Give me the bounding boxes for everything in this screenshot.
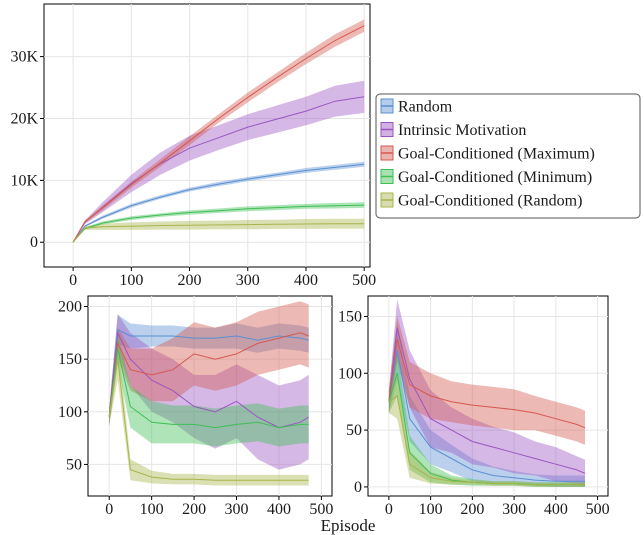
bottom-right-chart-xtick-label: 0	[385, 501, 393, 518]
bottom-right-chart-ticks: 0 100 200 300 400 500 0 50 100 150	[338, 308, 610, 518]
legend-label: Goal-Conditioned (Random)	[398, 193, 582, 210]
top-chart-ticks: 0 100 200 300 400 500 0 10K 20K 30K	[10, 49, 376, 289]
top-chart-band-1	[73, 80, 365, 243]
bottom-right-chart-ytick-label: 100	[338, 365, 362, 382]
bottom-right-chart-series-line-1	[388, 327, 586, 474]
bottom-left-chart: 0 100 200 300 400 500 50 100 150 200	[58, 295, 333, 518]
bottom-right-chart-series-line-4	[388, 395, 585, 486]
top-chart-band-2	[73, 19, 365, 243]
bottom-left-chart-series-line-4	[108, 359, 309, 481]
top-chart-xtick-label: 500	[352, 272, 376, 289]
legend-items: Random Intrinsic Motivation Goal-Condition…	[380, 98, 595, 210]
top-chart-ytick-label: 20K	[10, 110, 38, 127]
bottom-left-chart-band-1	[109, 313, 309, 470]
bottom-left-chart-lines	[108, 328, 309, 481]
bottom-right-chart-ytick-label: 50	[346, 422, 362, 439]
top-chart-lines	[72, 25, 365, 243]
bottom-right-chart-xtick-label: 100	[419, 501, 443, 518]
top-chart-grid	[44, 4, 370, 267]
bottom-left-chart-ytick-label: 100	[58, 404, 82, 421]
top-chart-series-line-4	[72, 223, 365, 243]
top-chart-frame	[43, 3, 371, 268]
top-chart-ytick-label: 10K	[10, 172, 38, 189]
bottom-left-chart-xtick-label: 200	[182, 501, 206, 518]
bottom-left-chart-frame	[87, 295, 333, 497]
legend-label: Goal-Conditioned (Maximum)	[398, 146, 595, 163]
bottom-right-chart-ytick-label: 150	[338, 308, 362, 325]
bottom-right-chart-band-0	[388, 322, 585, 487]
bottom-left-chart-xtick-label: 300	[225, 501, 249, 518]
legend-label: Goal-Conditioned (Minimum)	[398, 169, 592, 186]
top-chart-xtick-label: 100	[119, 272, 143, 289]
bottom-left-chart-xtick-label: 400	[267, 501, 291, 518]
bottom-left-chart-ticks: 0 100 200 300 400 500 50 100 150 200	[58, 299, 333, 518]
top-chart-series-line-2	[72, 25, 365, 243]
bottom-left-chart-series-line-2	[108, 332, 309, 418]
top-chart-ytick-label: 0	[30, 234, 38, 251]
bottom-right-chart-xtick-label: 300	[502, 501, 526, 518]
top-chart-series-line-0	[72, 163, 365, 243]
x-axis-label: Episode	[321, 516, 376, 535]
bottom-right-chart-grid	[368, 296, 608, 496]
bottom-right-chart-ytick-label: 0	[354, 479, 362, 496]
bottom-right-chart-band-1	[388, 299, 585, 487]
legend-label: Random	[398, 99, 453, 116]
bottom-left-chart-ytick-label: 50	[66, 456, 82, 473]
bottom-right-chart: 0 100 200 300 400 500 0 50 100 150	[338, 295, 610, 518]
bottom-right-chart-series-line-2	[388, 339, 586, 429]
bottom-right-chart-frame	[367, 295, 609, 497]
top-chart-xtick-label: 0	[69, 272, 77, 289]
top-chart-xtick-label: 200	[178, 272, 202, 289]
bottom-left-chart-ytick-label: 150	[58, 351, 82, 368]
legend: Random Intrinsic Motivation Goal-Condition…	[375, 93, 641, 219]
bottom-left-chart-grid	[88, 296, 332, 496]
top-chart-xtick-label: 400	[294, 272, 318, 289]
bottom-left-chart-xtick-label: 0	[105, 501, 113, 518]
top-chart-series-line-3	[72, 204, 365, 243]
top-chart-xtick-label: 300	[236, 272, 260, 289]
top-chart-ytick-label: 30K	[10, 49, 38, 66]
bottom-right-chart-xtick-label: 500	[586, 501, 610, 518]
legend-box	[375, 93, 641, 219]
bottom-left-chart-ytick-label: 200	[58, 299, 82, 316]
bottom-left-chart-xtick-label: 100	[140, 501, 164, 518]
bottom-left-chart-series-line-3	[108, 348, 309, 429]
bottom-left-chart-series-line-0	[108, 328, 309, 418]
top-chart: 0 100 200 300 400 500 0 10K 20K 30K	[10, 3, 376, 289]
bottom-right-chart-lines	[388, 327, 586, 486]
bottom-left-chart-band-2	[109, 301, 309, 426]
bottom-right-chart-xtick-label: 200	[460, 501, 484, 518]
bottom-left-chart-xtick-label: 500	[309, 501, 333, 518]
bottom-right-chart-series-line-0	[388, 350, 585, 482]
bottom-left-chart-band-0	[109, 314, 309, 426]
bottom-right-chart-xtick-label: 400	[544, 501, 568, 518]
legend-label: Intrinsic Motivation	[398, 122, 526, 139]
